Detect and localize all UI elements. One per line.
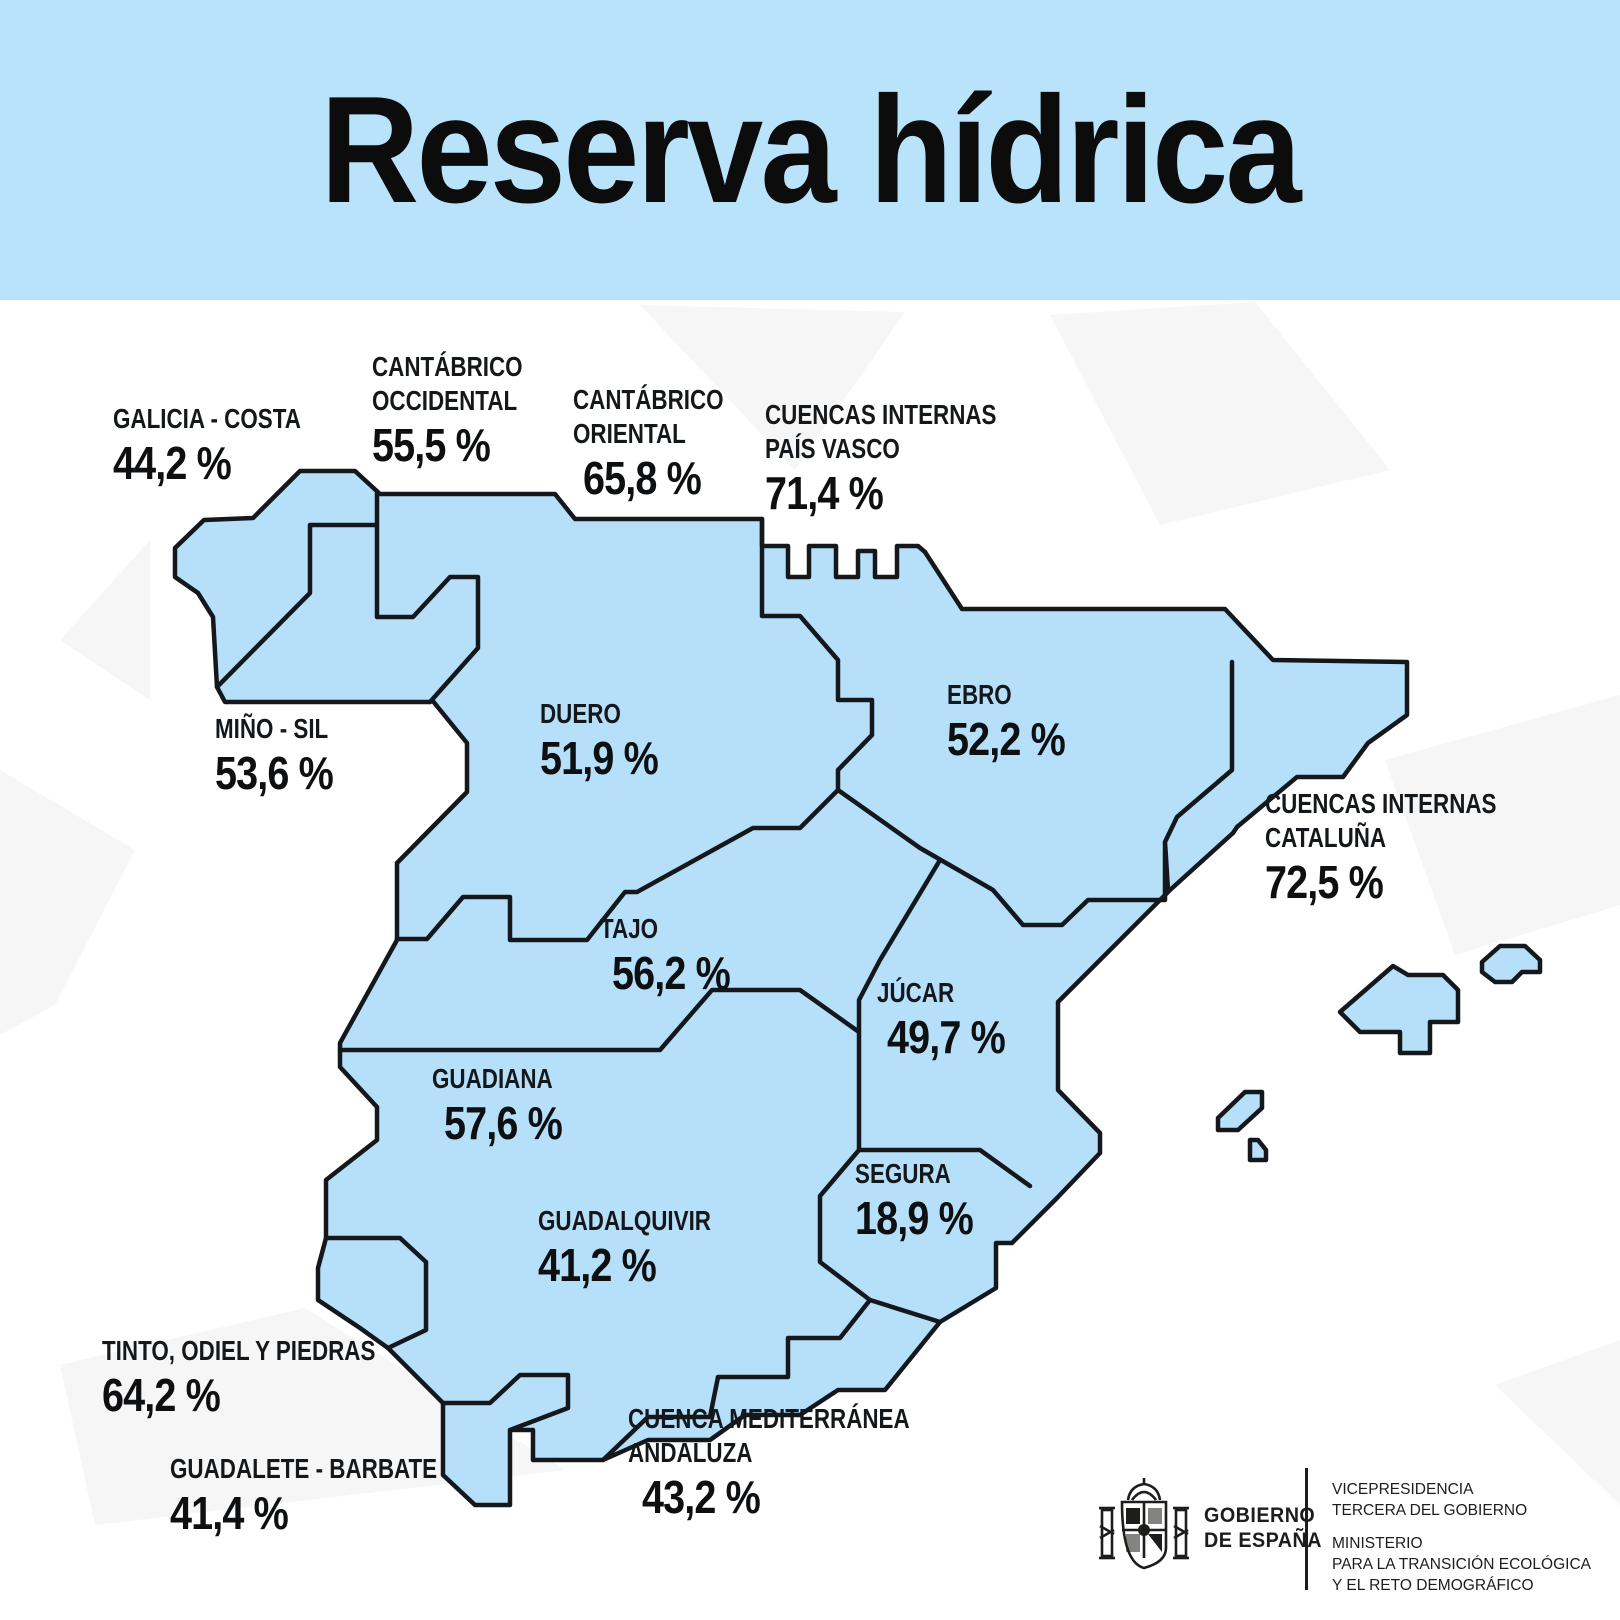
map-basin-boundaries <box>214 490 1235 1463</box>
basin-label-cantabrico-occidental: CANTÁBRICO OCCIDENTAL 55,5 % <box>372 351 523 471</box>
map-area <box>0 300 1620 1620</box>
basin-label-guadalete-barbate: GUADALETE - BARBATE 41,4 % <box>170 1453 438 1539</box>
basin-label-ebro: EBRO 52,2 % <box>947 679 1066 765</box>
basin-label-pais-vasco: CUENCAS INTERNAS PAÍS VASCO 71,4 % <box>765 399 997 519</box>
map-islands-baleares <box>1215 943 1543 1163</box>
basin-label-cataluna: CUENCAS INTERNAS CATALUÑA 72,5 % <box>1265 788 1497 908</box>
basin-label-tajo: TAJO 56,2 % <box>600 913 731 999</box>
map-island-formentera <box>1247 1137 1269 1163</box>
basin-label-tinto-odiel-piedras: TINTO, ODIEL Y PIEDRAS 64,2 % <box>102 1335 376 1421</box>
basin-label-guadalquivir: GUADALQUIVIR 41,2 % <box>538 1205 711 1291</box>
basin-label-duero: DUERO 51,9 % <box>540 698 659 784</box>
basin-label-jucar: JÚCAR 49,7 % <box>877 977 1006 1063</box>
page-title: Reserva hídrica <box>320 64 1302 235</box>
map-island-mallorca <box>1337 963 1461 1056</box>
basin-label-mediterranea-andaluza: CUENCA MEDITERRÁNEA ANDALUZA 43,2 % <box>628 1403 910 1523</box>
basin-label-mino-sil: MIÑO - SIL 53,6 % <box>215 713 334 799</box>
map-island-menorca <box>1479 943 1543 985</box>
basin-label-guadiana: GUADIANA 57,6 % <box>432 1063 563 1149</box>
basin-label-galicia-costa: GALICIA - COSTA 44,2 % <box>113 403 301 489</box>
header-band: Reserva hídrica <box>0 0 1620 300</box>
background-deco-shapes <box>0 302 1620 1525</box>
basin-label-cantabrico-oriental: CANTÁBRICO ORIENTAL 65,8 % <box>573 384 724 504</box>
basin-label-segura: SEGURA 18,9 % <box>855 1158 974 1244</box>
map-island-ibiza <box>1215 1089 1265 1133</box>
